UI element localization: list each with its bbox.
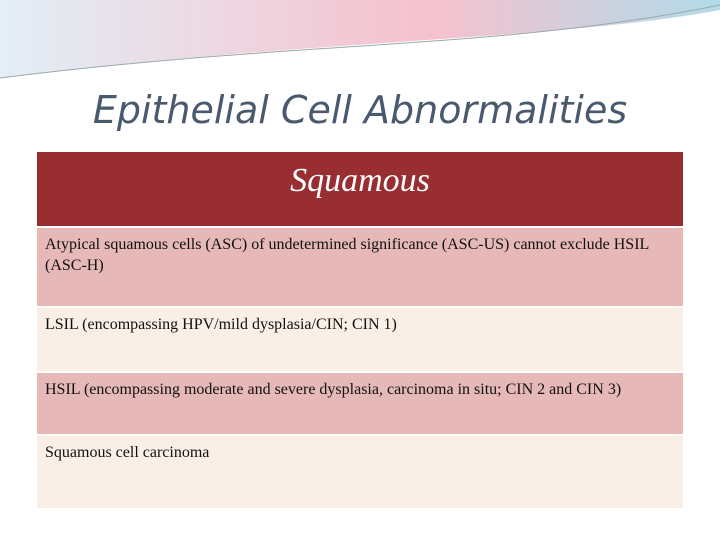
table-row: Atypical squamous cells (ASC) of undeter… — [37, 226, 683, 306]
table-heading: Squamous — [37, 152, 683, 226]
slide-title: Epithelial Cell Abnormalities — [92, 88, 628, 132]
header-decoration — [0, 0, 720, 79]
table-row: Squamous cell carcinoma — [37, 434, 683, 508]
table-row: LSIL (encompassing HPV/mild dysplasia/CI… — [37, 306, 683, 371]
table: Squamous Atypical squamous cells (ASC) o… — [37, 152, 683, 508]
table-row: HSIL (encompassing moderate and severe d… — [37, 371, 683, 434]
